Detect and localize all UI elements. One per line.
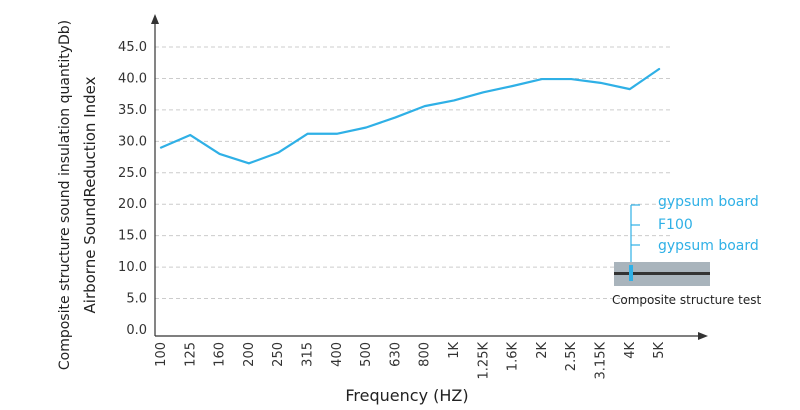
y-tick-label: 0.0 (126, 323, 147, 338)
x-tick-label: 2.5K (564, 342, 579, 372)
y-tick-label: 40.0 (118, 71, 147, 86)
x-tick-label: 250 (271, 342, 286, 367)
x-tick-labels: 100 125 160 200 250 315 400 500 630 800 1K 1.25K 1.6… (154, 342, 667, 380)
y-tick-label: 15.0 (118, 229, 147, 244)
composite-panel-core (614, 272, 710, 275)
x-tick-label: 5K (652, 342, 667, 359)
series-layer (159, 67, 661, 165)
x-tick-label: 160 (213, 342, 228, 367)
y-axis-title-line1: Composite structure sound insulation qua… (57, 20, 73, 370)
legend-layer-2: F100 (658, 217, 693, 233)
y-tick-label: 30.0 (118, 134, 147, 149)
composite-panel-marker (629, 265, 633, 281)
y-tick-label: 35.0 (118, 103, 147, 118)
composite-structure-legend: gypsum board F100 gypsum board Composite… (612, 194, 761, 307)
x-tick-label: 4K (623, 342, 638, 359)
legend-layer-1: gypsum board (658, 194, 759, 210)
x-axis-arrow (698, 332, 708, 340)
x-tick-label: 2K (535, 342, 550, 359)
y-tick-label: 5.0 (126, 292, 147, 307)
axes (151, 14, 708, 340)
x-tick-label: 125 (183, 342, 198, 367)
x-tick-label: 100 (154, 342, 169, 367)
x-tick-label: 630 (388, 342, 403, 367)
grid-lines (155, 46, 672, 300)
x-tick-label: 315 (301, 342, 316, 367)
y-tick-label: 20.0 (118, 197, 147, 212)
x-axis-title: Frequency (HZ) (345, 386, 468, 405)
x-tick-label: 200 (242, 342, 257, 367)
x-tick-label: 800 (418, 342, 433, 367)
x-tick-label: 1.6K (506, 342, 521, 372)
y-tick-label: 10.0 (118, 260, 147, 275)
y-tick-label: 25.0 (118, 166, 147, 181)
x-tick-label: 400 (330, 342, 345, 367)
y-axis-title-line2: Airborne SoundReduction Index (81, 76, 99, 313)
legend-caption: Composite structure test (612, 293, 761, 307)
y-axis-arrow (151, 14, 159, 24)
x-tick-label: 1.25K (476, 342, 491, 380)
legend-layer-3: gypsum board (658, 238, 759, 254)
y-tick-label: 45.0 (118, 40, 147, 55)
x-tick-label: 3.15K (594, 342, 609, 380)
x-tick-label: 500 (359, 342, 374, 367)
x-tick-label: 1K (447, 342, 462, 359)
series-line (159, 67, 661, 165)
y-tick-labels: 0.0 5.0 10.0 15.0 20.0 25.0 30.0 35.0 40.0 45.0 (118, 40, 147, 338)
